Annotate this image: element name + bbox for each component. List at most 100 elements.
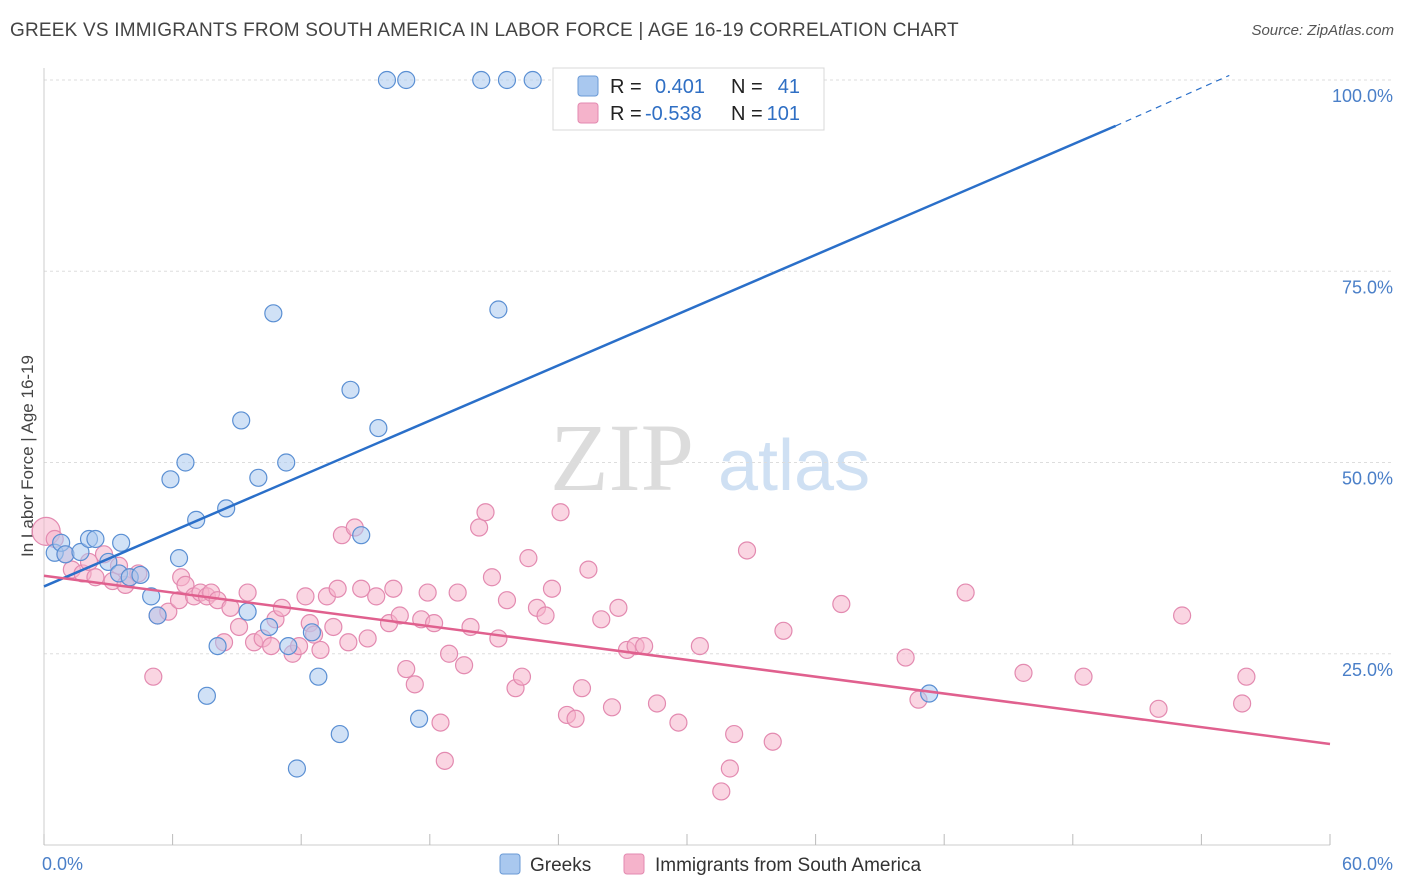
immigrants-point bbox=[712, 782, 731, 801]
bottom-legend-swatch-immigrants bbox=[623, 853, 645, 875]
immigrants-point bbox=[454, 656, 474, 675]
greeks-point bbox=[112, 533, 131, 552]
immigrants-point bbox=[352, 579, 371, 598]
greeks-point bbox=[489, 300, 508, 319]
y-tick-label-50: 50.0% bbox=[1342, 469, 1393, 489]
immigrants-point bbox=[690, 636, 709, 656]
legend-r-label-greeks: R = bbox=[610, 76, 642, 98]
greeks-point bbox=[377, 70, 397, 90]
greeks-point bbox=[169, 549, 189, 568]
immigrants-point bbox=[384, 579, 403, 598]
legend-r-value-greeks: 0.401 bbox=[655, 76, 705, 98]
greeks-point bbox=[330, 724, 349, 744]
immigrants-point bbox=[311, 640, 330, 660]
legend-n-label-immigrants: N = bbox=[731, 103, 763, 125]
greeks-point bbox=[232, 411, 251, 430]
y-tick-label-100: 100.0% bbox=[1332, 86, 1393, 106]
series-greeks-points bbox=[45, 70, 939, 778]
bottom-legend-swatch-greeks bbox=[499, 853, 521, 875]
immigrants-point bbox=[328, 579, 347, 598]
y-tick-label-25: 25.0% bbox=[1342, 660, 1393, 680]
greeks-point bbox=[56, 545, 75, 564]
greeks-point bbox=[472, 70, 491, 90]
legend-swatch-immigrants bbox=[577, 102, 599, 124]
immigrants-point bbox=[262, 636, 281, 656]
legend-r-label-immigrants: R = bbox=[610, 103, 642, 125]
trend-line-greeks-extension bbox=[1115, 74, 1230, 127]
y-axis-label: In Labor Force | Age 16-19 bbox=[18, 355, 37, 557]
series-immigrants-south-america-points bbox=[31, 503, 1256, 801]
watermark-zip: ZIP bbox=[550, 404, 694, 511]
greeks-point bbox=[409, 709, 429, 728]
immigrants-point bbox=[339, 633, 358, 652]
immigrants-point bbox=[763, 732, 782, 751]
greeks-point bbox=[369, 418, 388, 438]
immigrants-point bbox=[397, 659, 416, 679]
greeks-point bbox=[148, 606, 167, 625]
greeks-point bbox=[277, 453, 296, 472]
immigrants-point bbox=[566, 709, 585, 728]
immigrants-point bbox=[635, 636, 654, 656]
zipatlas-watermark: ZIP atlas bbox=[550, 404, 870, 511]
greeks-point bbox=[523, 70, 542, 90]
y-tick-labels: 25.0% 50.0% 75.0% 100.0% bbox=[1332, 86, 1393, 680]
greeks-point bbox=[161, 470, 180, 489]
greeks-point bbox=[86, 529, 105, 549]
immigrants-point bbox=[1173, 606, 1192, 625]
immigrants-point bbox=[602, 698, 622, 717]
immigrants-point bbox=[482, 568, 502, 587]
legend-n-value-greeks: 41 bbox=[778, 76, 800, 98]
immigrants-point bbox=[536, 606, 555, 625]
immigrants-point bbox=[647, 694, 667, 713]
greeks-point bbox=[302, 623, 322, 642]
x-tick-label-max: 60.0% bbox=[1342, 854, 1393, 874]
immigrants-point bbox=[896, 648, 915, 667]
greeks-point bbox=[238, 602, 257, 621]
legend-n-value-immigrants: 101 bbox=[767, 103, 800, 125]
x-tick-marks bbox=[43, 834, 1331, 845]
immigrants-point bbox=[572, 679, 592, 698]
immigrants-point bbox=[358, 629, 377, 648]
greeks-point bbox=[208, 636, 227, 656]
greeks-point bbox=[197, 686, 216, 705]
greeks-point bbox=[309, 667, 328, 686]
immigrants-point bbox=[609, 598, 628, 617]
greeks-point bbox=[259, 617, 279, 637]
immigrants-point bbox=[448, 583, 467, 602]
immigrants-point bbox=[296, 587, 315, 606]
immigrants-point bbox=[519, 549, 538, 568]
legend-r-value-immigrants: -0.538 bbox=[645, 103, 702, 125]
immigrants-point bbox=[1233, 694, 1252, 713]
x-tick-label-min: 0.0% bbox=[42, 854, 83, 874]
greeks-point bbox=[249, 468, 268, 487]
immigrants-point bbox=[435, 751, 454, 770]
y-tick-label-75: 75.0% bbox=[1342, 277, 1393, 297]
immigrants-point bbox=[324, 617, 343, 637]
greeks-point bbox=[397, 70, 416, 90]
immigrants-point bbox=[476, 503, 495, 522]
immigrants-point bbox=[390, 606, 409, 625]
greeks-point bbox=[352, 526, 371, 545]
immigrants-point bbox=[469, 518, 489, 537]
immigrants-point bbox=[1149, 699, 1168, 718]
greeks-point bbox=[287, 759, 307, 778]
chart-title: GREEK VS IMMIGRANTS FROM SOUTH AMERICA I… bbox=[10, 20, 959, 41]
greeks-point bbox=[497, 70, 517, 90]
bottom-legend-label-immigrants: Immigrants from South America bbox=[655, 855, 922, 876]
greeks-point bbox=[131, 565, 150, 585]
immigrants-point bbox=[489, 629, 508, 648]
immigrants-point bbox=[424, 614, 444, 633]
greeks-point bbox=[341, 380, 360, 399]
immigrants-point bbox=[367, 587, 386, 606]
immigrants-point bbox=[720, 759, 739, 778]
immigrants-point bbox=[579, 560, 598, 579]
stats-legend: R = 0.401 N = 41 R = -0.538 N = 101 bbox=[552, 67, 825, 131]
immigrants-point bbox=[512, 667, 532, 686]
immigrants-point bbox=[832, 594, 851, 614]
immigrants-point bbox=[1237, 667, 1256, 686]
greeks-point bbox=[264, 304, 283, 323]
immigrants-point bbox=[229, 617, 249, 637]
legend-n-label-greeks: N = bbox=[731, 76, 763, 98]
immigrants-point bbox=[542, 579, 562, 598]
immigrants-point bbox=[592, 610, 611, 629]
